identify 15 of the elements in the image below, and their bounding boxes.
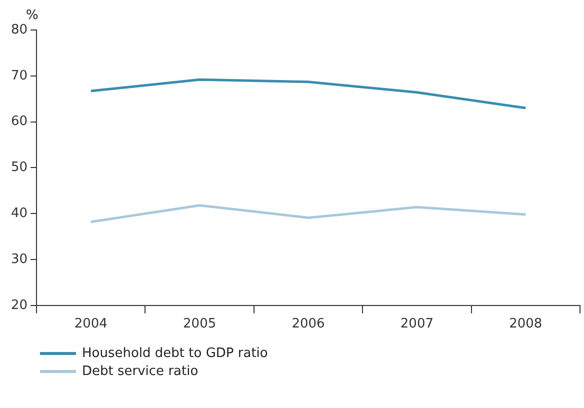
legend-label: Debt service ratio	[82, 364, 198, 378]
y-tick-label: 50	[10, 160, 28, 176]
y-tick-label: 60	[10, 114, 28, 130]
x-tick-label: 2007	[400, 316, 434, 332]
y-tick-label: 80	[10, 22, 28, 38]
x-tick-label: 2005	[183, 316, 216, 332]
y-tick-label: 40	[10, 206, 28, 221]
legend-label: Household debt to GDP ratio	[82, 346, 268, 360]
x-tick-label: 2008	[509, 316, 542, 332]
y-tick-label: 70	[10, 68, 28, 84]
x-tick-label: 2004	[74, 316, 108, 332]
y-tick-label: 20	[10, 298, 28, 313]
x-tick-label: 2006	[292, 316, 325, 332]
y-tick-label: 30	[10, 252, 28, 267]
y-axis-title: %	[26, 8, 38, 23]
